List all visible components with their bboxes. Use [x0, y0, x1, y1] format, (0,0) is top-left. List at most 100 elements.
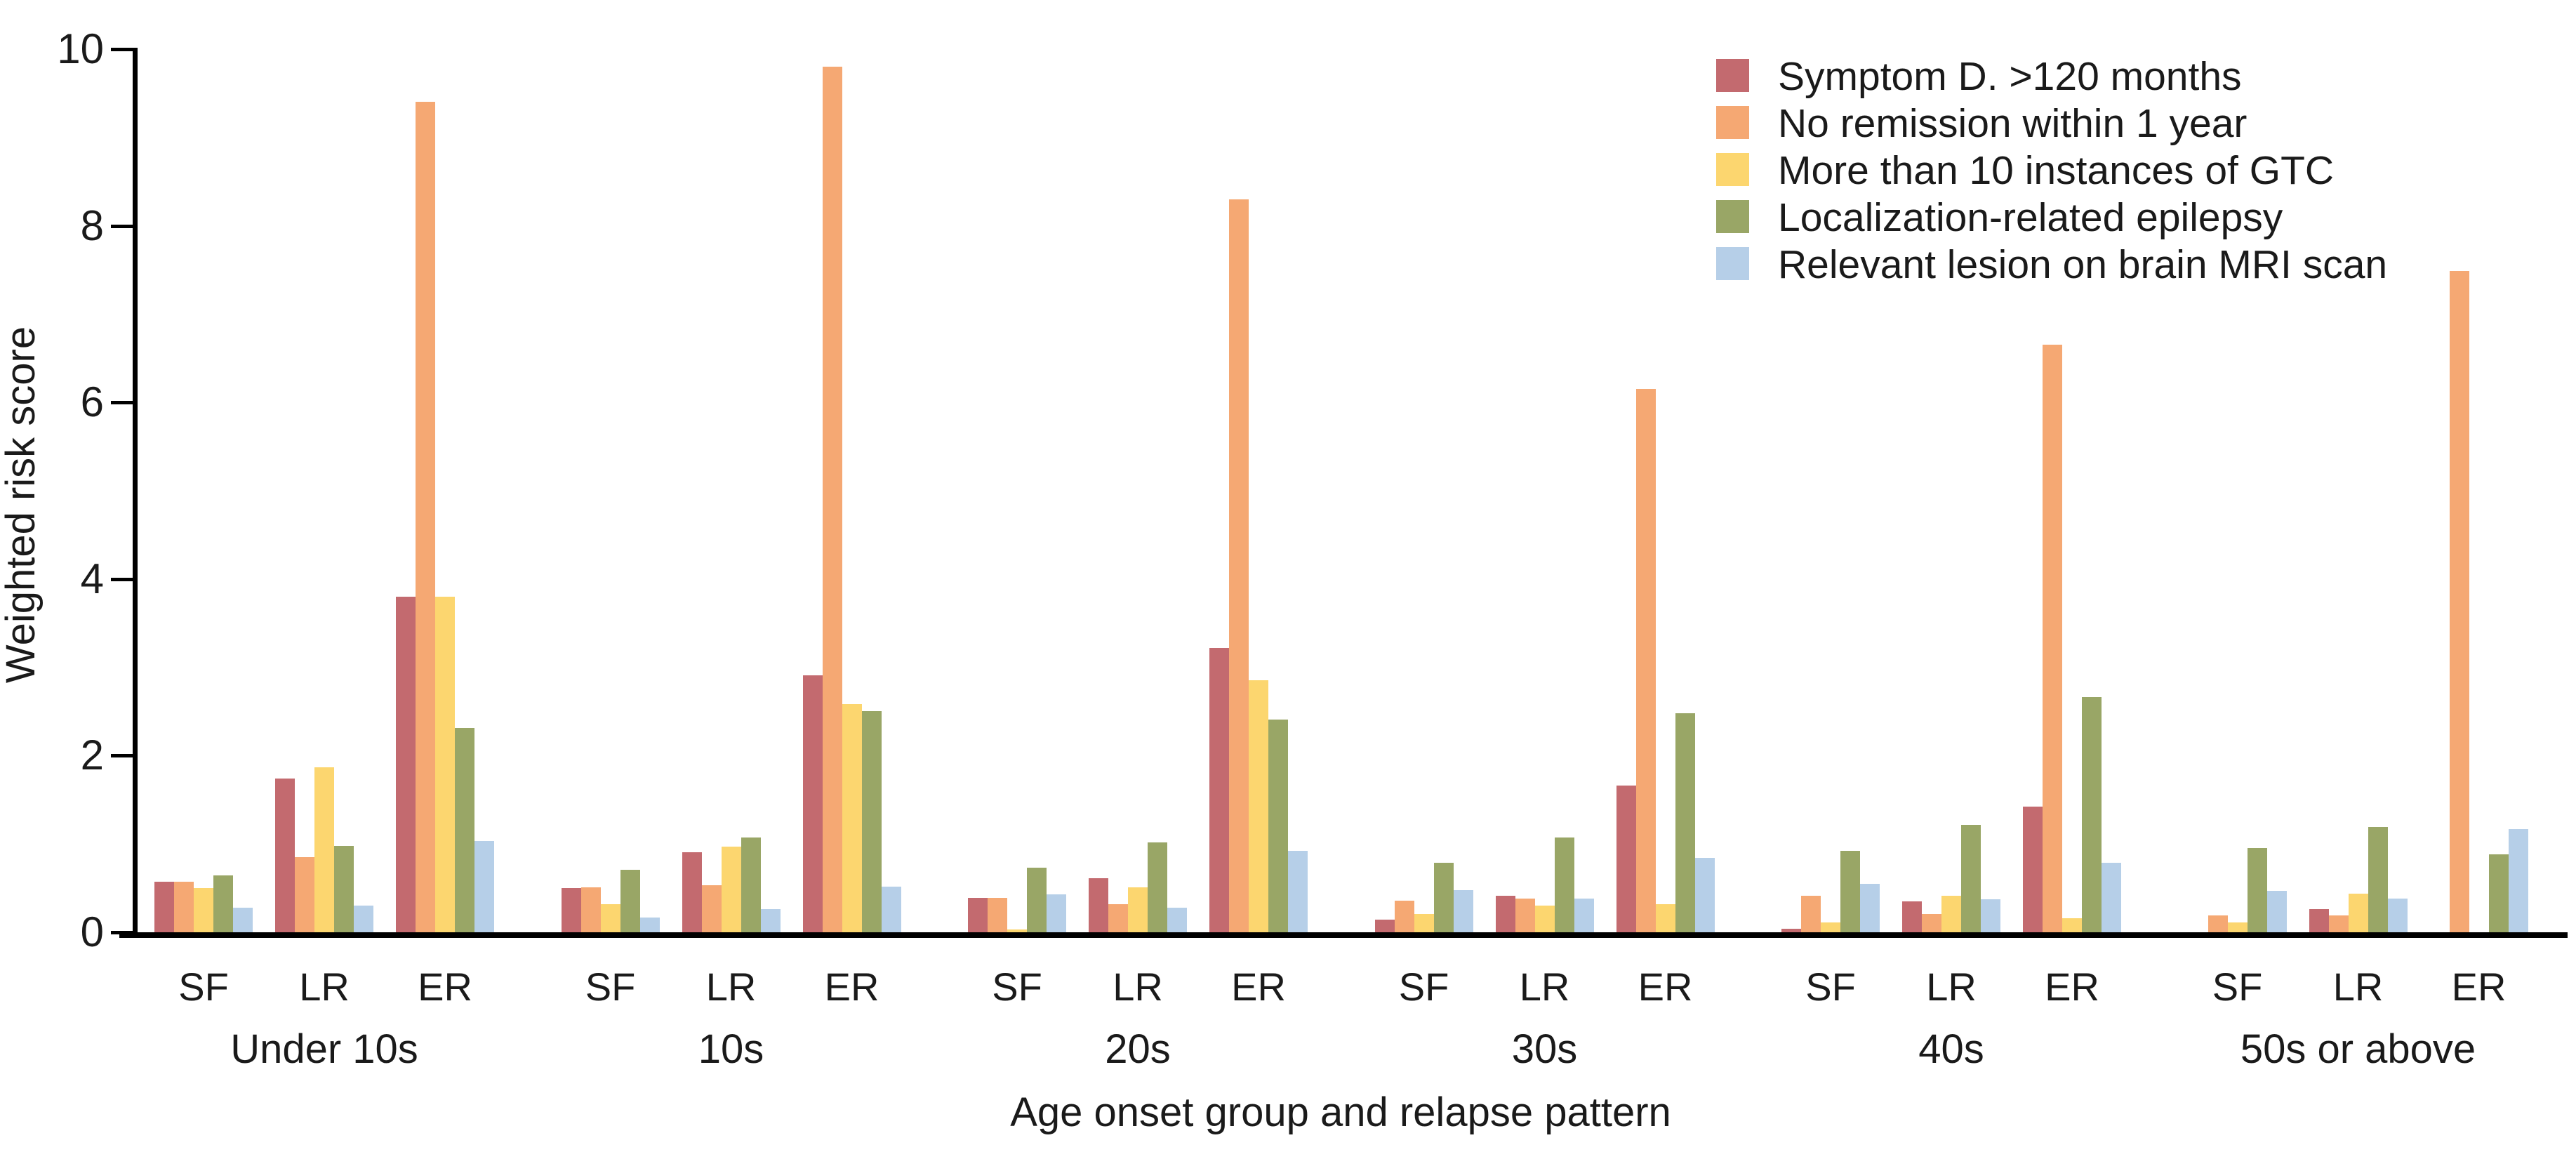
cluster-label-5-ER: ER [2451, 965, 2507, 1009]
bar-50s-or-above-LR-s4 [2387, 899, 2408, 932]
bar-30s-SF-s4 [1453, 890, 1473, 932]
cluster-label-4-ER: ER [2045, 965, 2099, 1009]
x-axis-line [119, 932, 2568, 938]
bar-under-10s-SF-s3 [213, 875, 233, 932]
bar-under-10s-LR-s0 [275, 779, 295, 932]
bar-50s-or-above-LR-s3 [2368, 827, 2388, 932]
bar-10s-ER-s2 [842, 704, 862, 932]
cluster-label-0-SF: SF [178, 965, 229, 1009]
bar-40s-ER-s2 [2062, 918, 2082, 932]
cluster-label-2-LR: LR [1113, 965, 1163, 1009]
bar-10s-LR-s3 [741, 837, 761, 932]
bar-10s-LR-s0 [682, 852, 702, 932]
cluster-label-5-LR: LR [2332, 965, 2384, 1009]
bar-50s-or-above-LR-s1 [2328, 915, 2349, 932]
y-tick-mark-2 [111, 754, 135, 758]
bar-50s-or-above-SF-s2 [2227, 922, 2248, 932]
cluster-label-2-SF: SF [992, 965, 1042, 1009]
bar-50s-or-above-ER-s1 [2449, 271, 2469, 932]
bar-under-10s-ER-s1 [416, 102, 435, 932]
bar-under-10s-LR-s3 [334, 846, 354, 932]
cluster-label-2-ER: ER [1231, 965, 1286, 1009]
bar-30s-ER-s4 [1694, 858, 1715, 932]
bar-20s-SF-s3 [1027, 868, 1047, 932]
y-axis-line [133, 48, 138, 936]
legend-label: Relevant lesion on brain MRI scan [1778, 242, 2388, 287]
bar-10s-SF-s1 [580, 887, 601, 932]
legend-label: Symptom D. >120 months [1778, 54, 2242, 99]
bar-50s-or-above-ER-s3 [2488, 854, 2509, 932]
bar-50s-or-above-LR-s2 [2348, 894, 2368, 932]
bar-30s-ER-s0 [1616, 786, 1636, 932]
bar-20s-SF-s2 [1007, 929, 1027, 932]
group-label-40s: 40s [1918, 1026, 1984, 1072]
bar-40s-LR-s1 [1922, 914, 1941, 932]
bar-30s-LR-s3 [1554, 837, 1574, 932]
bar-under-10s-ER-s0 [396, 597, 416, 932]
bar-20s-SF-s1 [988, 898, 1007, 932]
cluster-label-1-LR: LR [705, 965, 757, 1009]
bar-30s-SF-s2 [1414, 914, 1434, 932]
y-tick-label-0: 0 [80, 908, 104, 955]
group-label-20s: 20s [1105, 1026, 1171, 1072]
bar-under-10s-SF-s2 [194, 888, 213, 932]
bar-40s-ER-s0 [2023, 807, 2043, 932]
cluster-label-0-LR: LR [299, 965, 350, 1009]
group-label-30s: 30s [1511, 1026, 1578, 1072]
bar-30s-LR-s2 [1534, 906, 1555, 932]
bar-40s-SF-s2 [1821, 922, 1840, 932]
y-tick-label-10: 10 [57, 25, 104, 72]
group-label-50s-or-above: 50s or above [2240, 1026, 2476, 1072]
cluster-label-3-ER: ER [1638, 965, 1693, 1009]
y-tick-label-4: 4 [80, 555, 104, 602]
bar-10s-ER-s4 [881, 887, 901, 932]
y-tick-mark-0 [111, 931, 135, 934]
y-tick-label-6: 6 [80, 378, 104, 426]
bar-20s-ER-s0 [1209, 648, 1229, 932]
cluster-label-3-LR: LR [1519, 965, 1570, 1009]
bar-10s-LR-s1 [701, 885, 722, 932]
legend-swatch-icon [1716, 59, 1749, 92]
cluster-label-4-LR: LR [1926, 965, 1977, 1009]
bar-50s-or-above-SF-s1 [2207, 915, 2228, 932]
bar-40s-SF-s4 [1860, 884, 1880, 932]
bar-50s-or-above-SF-s4 [2266, 891, 2287, 932]
bar-30s-ER-s3 [1675, 713, 1695, 932]
group-label-under-10s: Under 10s [230, 1026, 418, 1072]
bar-40s-ER-s1 [2043, 345, 2062, 932]
bar-under-10s-ER-s4 [474, 841, 494, 932]
cluster-label-3-SF: SF [1398, 965, 1449, 1009]
bar-20s-LR-s1 [1108, 904, 1128, 932]
bar-10s-ER-s1 [822, 67, 842, 932]
bar-30s-SF-s0 [1374, 920, 1395, 932]
y-axis-title: Weighted risk score [0, 326, 44, 684]
bar-10s-ER-s0 [802, 675, 823, 932]
cluster-label-1-ER: ER [824, 965, 879, 1009]
bar-under-10s-SF-s0 [154, 882, 174, 932]
bar-20s-SF-s0 [968, 898, 988, 932]
cluster-label-5-SF: SF [2212, 965, 2263, 1009]
bar-10s-SF-s2 [600, 904, 620, 932]
bar-40s-LR-s3 [1961, 825, 1981, 932]
bar-40s-LR-s0 [1902, 901, 1922, 932]
bar-20s-SF-s4 [1047, 894, 1066, 932]
bar-20s-ER-s1 [1229, 199, 1249, 932]
legend-label: Localization-related epilepsy [1778, 195, 2283, 240]
cluster-label-4-SF: SF [1805, 965, 1856, 1009]
bar-10s-LR-s2 [721, 847, 741, 932]
bar-30s-ER-s1 [1635, 389, 1656, 932]
bar-50s-or-above-LR-s0 [2309, 909, 2329, 932]
bar-10s-SF-s0 [561, 888, 581, 932]
bar-20s-ER-s4 [1288, 851, 1308, 932]
y-tick-mark-8 [111, 224, 135, 228]
bar-10s-LR-s4 [760, 909, 781, 932]
bar-40s-ER-s3 [2082, 697, 2102, 932]
y-tick-mark-6 [111, 401, 135, 405]
bar-40s-LR-s4 [1981, 899, 2000, 932]
legend-swatch-icon [1716, 200, 1749, 233]
y-tick-mark-4 [111, 577, 135, 581]
legend-swatch-icon [1716, 153, 1749, 186]
y-tick-mark-10 [111, 48, 135, 51]
bar-under-10s-LR-s2 [314, 767, 334, 932]
